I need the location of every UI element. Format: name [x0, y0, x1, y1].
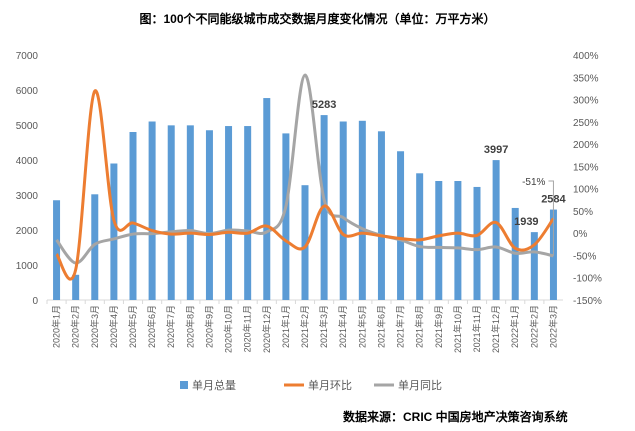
x-tick-label: 2022年3月	[547, 305, 558, 348]
bar	[416, 173, 424, 300]
bar	[473, 186, 481, 300]
annotation-label: -51%	[522, 177, 545, 188]
bar	[263, 98, 271, 300]
x-tick-label: 2020年11月	[242, 305, 253, 352]
x-tick-label: 2020年8月	[184, 305, 195, 348]
left-tick-label: 5000	[16, 121, 39, 132]
x-tick-label: 2021年11月	[471, 305, 482, 352]
source-note: 数据来源：CRIC 中国房地产决策咨询系统	[343, 410, 568, 424]
line-mom	[55, 89, 555, 281]
left-tick-label: 2000	[16, 226, 39, 237]
bar	[377, 131, 385, 300]
x-tick-label: 2020年4月	[108, 305, 119, 348]
x-tick-label: 2020年10月	[223, 305, 234, 353]
x-tick-label: 2021年10月	[452, 305, 463, 353]
x-tick-label: 2021年2月	[299, 305, 310, 348]
chart-title: 图：100个不同能级城市成交数据月度变化情况（单位：万平方米）	[139, 12, 496, 26]
x-tick-label: 2020年12月	[261, 305, 272, 353]
right-tick-label: -50%	[573, 251, 596, 262]
right-tick-label: 300%	[573, 96, 599, 107]
right-tick-label: 100%	[573, 185, 599, 196]
left-tick-label: 7000	[16, 51, 39, 62]
x-tick-label: 2021年1月	[280, 305, 291, 348]
bar	[53, 200, 61, 300]
right-tick-label: 200%	[573, 140, 599, 151]
x-tick-label: 2021年5月	[356, 305, 367, 348]
right-tick-label: 0%	[573, 229, 588, 240]
bar	[129, 132, 137, 300]
x-tick-label: 2021年12月	[490, 305, 501, 353]
bar	[358, 120, 366, 300]
x-tick-label: 2021年8月	[414, 305, 425, 348]
right-tick-label: 250%	[573, 118, 599, 129]
x-tick-label: 2020年7月	[165, 305, 176, 348]
annotation-leader	[548, 180, 554, 256]
legend-label: 单月同比	[398, 379, 442, 392]
right-tick-label: -150%	[573, 296, 602, 307]
left-tick-label: 6000	[16, 86, 39, 97]
x-tick-label: 2020年1月	[51, 305, 62, 348]
legend-label: 单月总量	[192, 378, 236, 392]
bar	[397, 151, 405, 300]
x-tick-label: 2022年1月	[509, 305, 520, 348]
bar	[167, 125, 175, 300]
bar	[301, 185, 309, 300]
x-tick-label: 2021年6月	[375, 305, 386, 348]
legend-swatch	[180, 381, 188, 389]
left-tick-label: 4000	[16, 156, 39, 167]
bar	[339, 121, 347, 300]
bar	[530, 232, 538, 300]
x-tick-label: 2021年9月	[433, 305, 444, 348]
data-label: 1939	[514, 216, 538, 228]
bar	[148, 121, 156, 300]
bar	[492, 160, 500, 300]
x-tick-label: 2021年7月	[395, 305, 406, 348]
bar	[91, 194, 99, 300]
data-label: 3997	[484, 144, 508, 156]
right-tick-label: 350%	[573, 73, 599, 84]
x-tick-label: 2020年9月	[203, 305, 214, 348]
bar	[186, 125, 194, 300]
left-tick-label: 3000	[16, 191, 39, 202]
bar	[225, 126, 233, 300]
x-tick-label: 2021年3月	[318, 305, 329, 348]
left-tick-label: 1000	[16, 261, 39, 272]
bar	[244, 126, 252, 300]
bar	[454, 181, 462, 300]
left-tick-label: 0	[32, 296, 38, 307]
right-tick-label: -100%	[573, 274, 602, 285]
bar	[282, 133, 290, 300]
bar	[435, 181, 443, 300]
data-label: 5283	[312, 99, 336, 111]
x-tick-label: 2020年3月	[89, 305, 100, 348]
legend-label: 单月环比	[308, 379, 352, 392]
bar	[110, 163, 118, 300]
x-tick-label: 2021年4月	[337, 305, 348, 348]
x-tick-label: 2020年6月	[146, 305, 157, 348]
right-tick-label: 50%	[573, 207, 593, 218]
x-tick-label: 2022年2月	[528, 305, 539, 348]
bar	[72, 274, 80, 300]
x-tick-label: 2020年5月	[127, 305, 138, 348]
bar	[205, 130, 213, 300]
line-yoy	[55, 73, 554, 265]
right-tick-label: 150%	[573, 162, 599, 173]
x-tick-label: 2020年2月	[70, 305, 81, 348]
right-tick-label: 400%	[573, 51, 599, 62]
